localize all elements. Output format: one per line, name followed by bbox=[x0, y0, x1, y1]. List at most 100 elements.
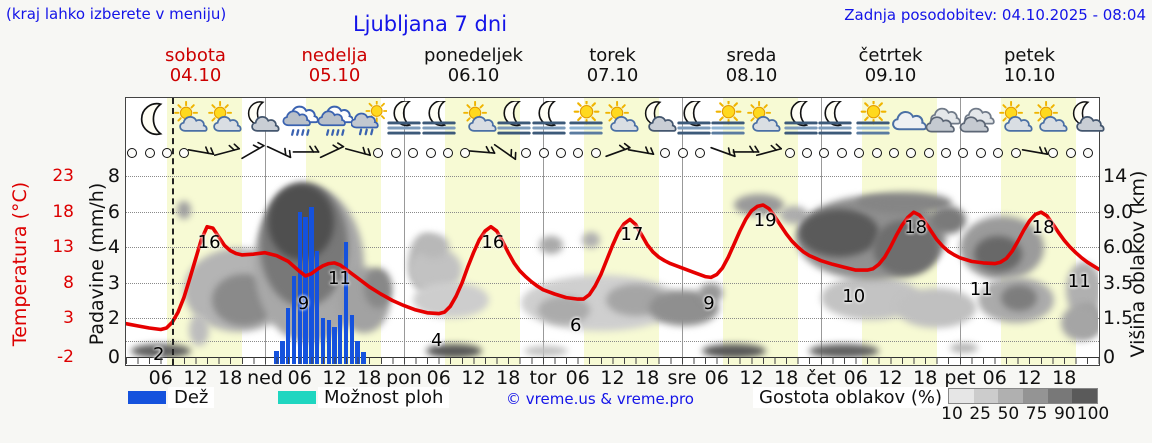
wind-barb-icon bbox=[628, 139, 654, 169]
calm-wind-marker bbox=[460, 148, 471, 158]
rain-bar bbox=[303, 217, 308, 364]
calm-wind-marker bbox=[373, 148, 384, 158]
day-header: ponedeljek 06.10 bbox=[404, 46, 543, 86]
temp-tick-label: 3 bbox=[63, 308, 74, 328]
calm-wind-marker bbox=[1065, 148, 1076, 158]
rain-bar bbox=[314, 250, 320, 364]
day-name: sobota bbox=[165, 45, 226, 66]
x-hour-label: 06 bbox=[704, 367, 729, 389]
temp-label: 16 bbox=[481, 231, 505, 253]
cloud-blob bbox=[974, 236, 1022, 272]
x-hour-label: 12 bbox=[1017, 367, 1042, 389]
temp-label: 4 bbox=[431, 329, 443, 351]
menu-hint: (kraj lahko izberete v meniju) bbox=[6, 5, 227, 23]
weather-icon-moon bbox=[137, 101, 173, 141]
calm-wind-marker bbox=[521, 148, 532, 158]
weather-icon-cloudy bbox=[959, 101, 995, 141]
colorbar-segment bbox=[998, 389, 1023, 403]
calm-wind-marker bbox=[144, 148, 155, 158]
x-day-abbrev: sre bbox=[667, 367, 697, 389]
temp-label: 18 bbox=[1031, 217, 1055, 239]
cloud-axis-title: Višina oblakov (km) bbox=[1127, 170, 1149, 358]
x-day-abbrev: pon bbox=[386, 367, 422, 389]
rain-bar bbox=[309, 206, 314, 364]
wind-barb-icon bbox=[214, 139, 240, 169]
x-hour-label: 06 bbox=[148, 367, 173, 389]
weather-icon-moon-cloud bbox=[244, 101, 280, 141]
weather-icon-partly bbox=[461, 101, 497, 141]
rain-bar bbox=[332, 327, 337, 364]
precip-tick-label: 4 bbox=[107, 236, 120, 258]
cloud-blob bbox=[702, 344, 766, 357]
x-axis-minor-ticks bbox=[126, 357, 1099, 364]
temp-label: 11 bbox=[327, 267, 351, 289]
wind-barb-icon bbox=[345, 139, 371, 169]
precip-axis-title: Padavine (mm/h) bbox=[86, 182, 108, 346]
day-separator bbox=[404, 98, 405, 365]
x-hour-label: 18 bbox=[635, 367, 660, 389]
x-hour-label: 12 bbox=[739, 367, 764, 389]
temp-tick-label: 18 bbox=[52, 202, 74, 222]
colorbar-label: 25 bbox=[969, 404, 991, 424]
cloud-blob bbox=[539, 236, 563, 254]
weather-icon-sun-fog bbox=[855, 101, 891, 141]
x-hour-label: 18 bbox=[496, 367, 521, 389]
calm-wind-marker bbox=[1082, 148, 1093, 158]
weather-icon-moon-cloud bbox=[1069, 101, 1105, 141]
calm-wind-marker bbox=[888, 148, 899, 158]
colorbar-label: 10 bbox=[941, 404, 963, 424]
x-hour-label: 18 bbox=[357, 367, 382, 389]
gridline bbox=[126, 341, 1099, 342]
calm-wind-marker bbox=[555, 148, 566, 158]
cloud-density-colorbar bbox=[948, 388, 1098, 404]
calm-wind-marker bbox=[906, 148, 917, 158]
temp-tick-label: 23 bbox=[52, 166, 74, 186]
rain-bar bbox=[355, 341, 360, 364]
temp-label: 18 bbox=[904, 217, 928, 239]
colorbar-segment bbox=[973, 389, 999, 403]
calm-wind-marker bbox=[538, 148, 549, 158]
weather-icon-rain bbox=[317, 101, 353, 141]
calm-wind-marker bbox=[1048, 148, 1059, 158]
x-hour-label: 06 bbox=[426, 367, 451, 389]
colorbar-segment bbox=[949, 389, 974, 403]
weather-icon-moon-fog bbox=[531, 101, 567, 141]
weather-icon-moon-cloud bbox=[641, 101, 677, 141]
weather-icon-moon-fog bbox=[817, 101, 853, 141]
temp-label: 17 bbox=[620, 224, 644, 246]
temperature-curve bbox=[126, 203, 1099, 332]
cloud-blob bbox=[582, 232, 600, 248]
copyright-link[interactable]: © vreme.us & vreme.pro bbox=[506, 390, 694, 408]
calm-wind-marker bbox=[573, 148, 584, 158]
temp-label: 19 bbox=[753, 209, 777, 231]
showers-legend-swatch bbox=[278, 391, 316, 404]
cloud-blob bbox=[131, 344, 191, 357]
temp-tick-label: 8 bbox=[63, 273, 74, 293]
rain-bar bbox=[285, 307, 291, 364]
day-name: petek bbox=[1003, 45, 1056, 66]
day-header: nedelja 05.10 bbox=[265, 46, 404, 86]
day-header: petek 10.10 bbox=[960, 46, 1099, 86]
calm-wind-marker bbox=[958, 148, 969, 158]
wind-barb-icon bbox=[293, 139, 319, 169]
calm-wind-marker bbox=[1010, 148, 1021, 158]
x-hour-label: 06 bbox=[982, 367, 1007, 389]
rain-legend-swatch bbox=[128, 391, 166, 404]
colorbar-segment bbox=[1047, 389, 1073, 403]
daylight-band bbox=[444, 98, 520, 365]
gridline bbox=[126, 176, 1099, 177]
day-separator bbox=[960, 98, 961, 365]
temp-label: 11 bbox=[969, 278, 993, 300]
day-header: sreda 08.10 bbox=[682, 46, 821, 86]
x-hour-label: 12 bbox=[600, 367, 625, 389]
day-header: sobota 04.10 bbox=[126, 46, 265, 86]
temp-tick-label: 13 bbox=[52, 237, 74, 257]
day-date: 06.10 bbox=[447, 65, 500, 86]
calm-wind-marker bbox=[871, 148, 882, 158]
calm-wind-marker bbox=[660, 148, 671, 158]
page-title: Ljubljana 7 dni bbox=[352, 12, 508, 36]
x-hour-label: 12 bbox=[461, 367, 486, 389]
day-name: nedelja bbox=[301, 45, 368, 66]
calm-wind-marker bbox=[408, 148, 419, 158]
